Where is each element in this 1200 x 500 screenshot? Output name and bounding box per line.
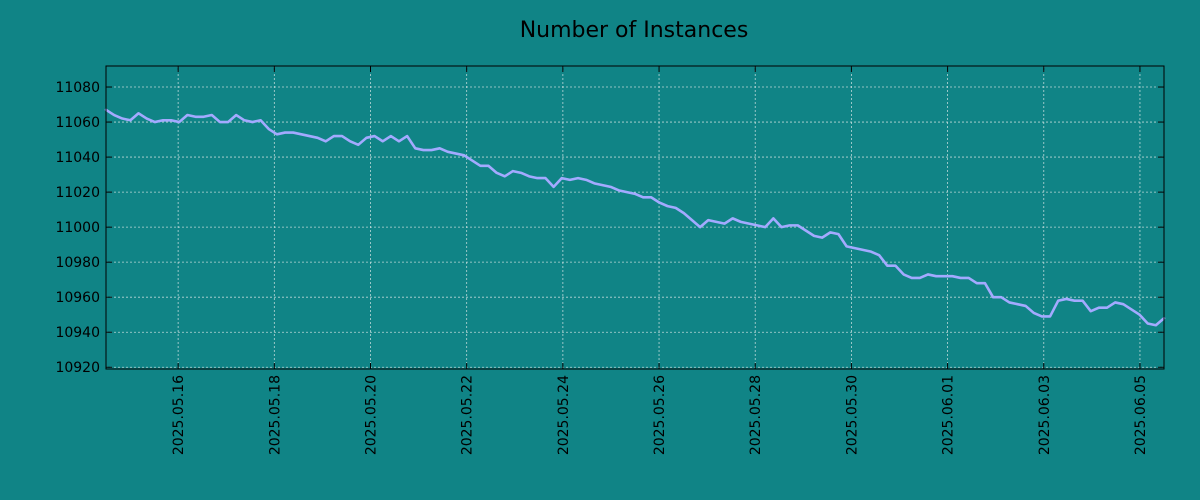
grid-lines <box>106 66 1164 369</box>
y-tick-label: 10940 <box>55 325 100 341</box>
chart-title: Number of Instances <box>520 18 749 43</box>
x-tick-label: 2025.05.18 <box>267 375 283 455</box>
y-tick-label: 10960 <box>55 290 100 306</box>
y-tick-label: 11000 <box>55 220 100 236</box>
y-tick-label: 10980 <box>55 255 100 271</box>
x-axis: 2025.05.16 2025.05.18 2025.05.20 2025.05.22… <box>171 66 1149 455</box>
x-tick-label: 2025.05.22 <box>460 375 476 455</box>
x-tick-label: 2025.05.20 <box>364 375 380 455</box>
y-tick-label: 10920 <box>55 360 100 376</box>
y-tick-label: 11060 <box>55 115 100 131</box>
x-tick-label: 2025.05.16 <box>171 375 187 455</box>
x-tick-label: 2025.06.03 <box>1037 375 1053 455</box>
series-layer <box>104 108 1166 327</box>
x-tick-label: 2025.06.05 <box>1133 375 1149 455</box>
y-axis: 10920 10940 10960 10980 11000 11020 11040 11060… <box>55 80 1164 376</box>
series-line <box>104 108 1166 327</box>
y-tick-label: 11040 <box>55 150 100 166</box>
x-tick-label: 2025.05.28 <box>748 375 764 455</box>
plot-area <box>105 65 1165 370</box>
x-tick-label: 2025.05.30 <box>844 375 860 455</box>
x-tick-label: 2025.06.01 <box>941 375 957 455</box>
x-tick-label: 2025.05.24 <box>556 375 572 455</box>
y-tick-label: 11020 <box>55 185 100 201</box>
y-tick-label: 11080 <box>55 80 100 96</box>
x-tick-label: 2025.05.26 <box>652 375 668 455</box>
